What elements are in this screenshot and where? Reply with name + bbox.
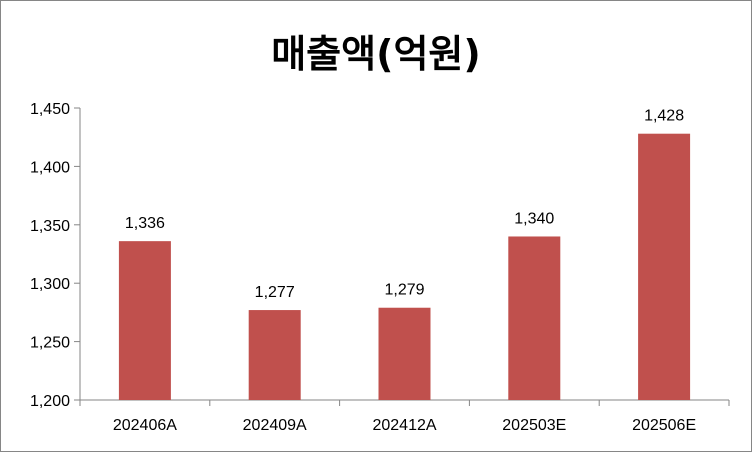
data-label: 1,428 <box>644 108 684 125</box>
x-tick-label: 202406A <box>113 417 177 434</box>
data-label: 1,277 <box>255 284 295 301</box>
chart-title: 매출액(억원) <box>271 32 481 76</box>
data-label: 1,279 <box>384 282 424 299</box>
x-tick-label: 202412A <box>372 417 436 434</box>
y-tick-label: 1,350 <box>30 218 70 235</box>
bar-202412A <box>378 307 431 400</box>
x-axis: 202406A 202409A 202412A 202503E 202506E <box>79 399 730 434</box>
y-tick-label: 1,400 <box>30 159 70 176</box>
bar-202406A <box>118 241 171 400</box>
data-label: 1,336 <box>125 215 165 232</box>
x-tick-label: 202409A <box>243 417 307 434</box>
y-tick-label: 1,200 <box>30 393 70 410</box>
y-tick-label: 1,450 <box>30 101 70 118</box>
data-label: 1,340 <box>514 210 554 227</box>
x-tick-label: 202506E <box>632 417 696 434</box>
bar-202503E <box>508 236 561 400</box>
bar-202409A <box>248 310 301 400</box>
bar-series: 1,336 1,277 1,279 1,340 1,428 <box>118 108 691 401</box>
bar-202506E <box>638 133 691 401</box>
y-tick-label: 1,300 <box>30 276 70 293</box>
y-axis: 1,200 1,250 1,300 1,350 1,400 1,450 <box>30 101 81 410</box>
x-tick-label: 202503E <box>502 417 566 434</box>
y-tick-label: 1,250 <box>30 335 70 352</box>
